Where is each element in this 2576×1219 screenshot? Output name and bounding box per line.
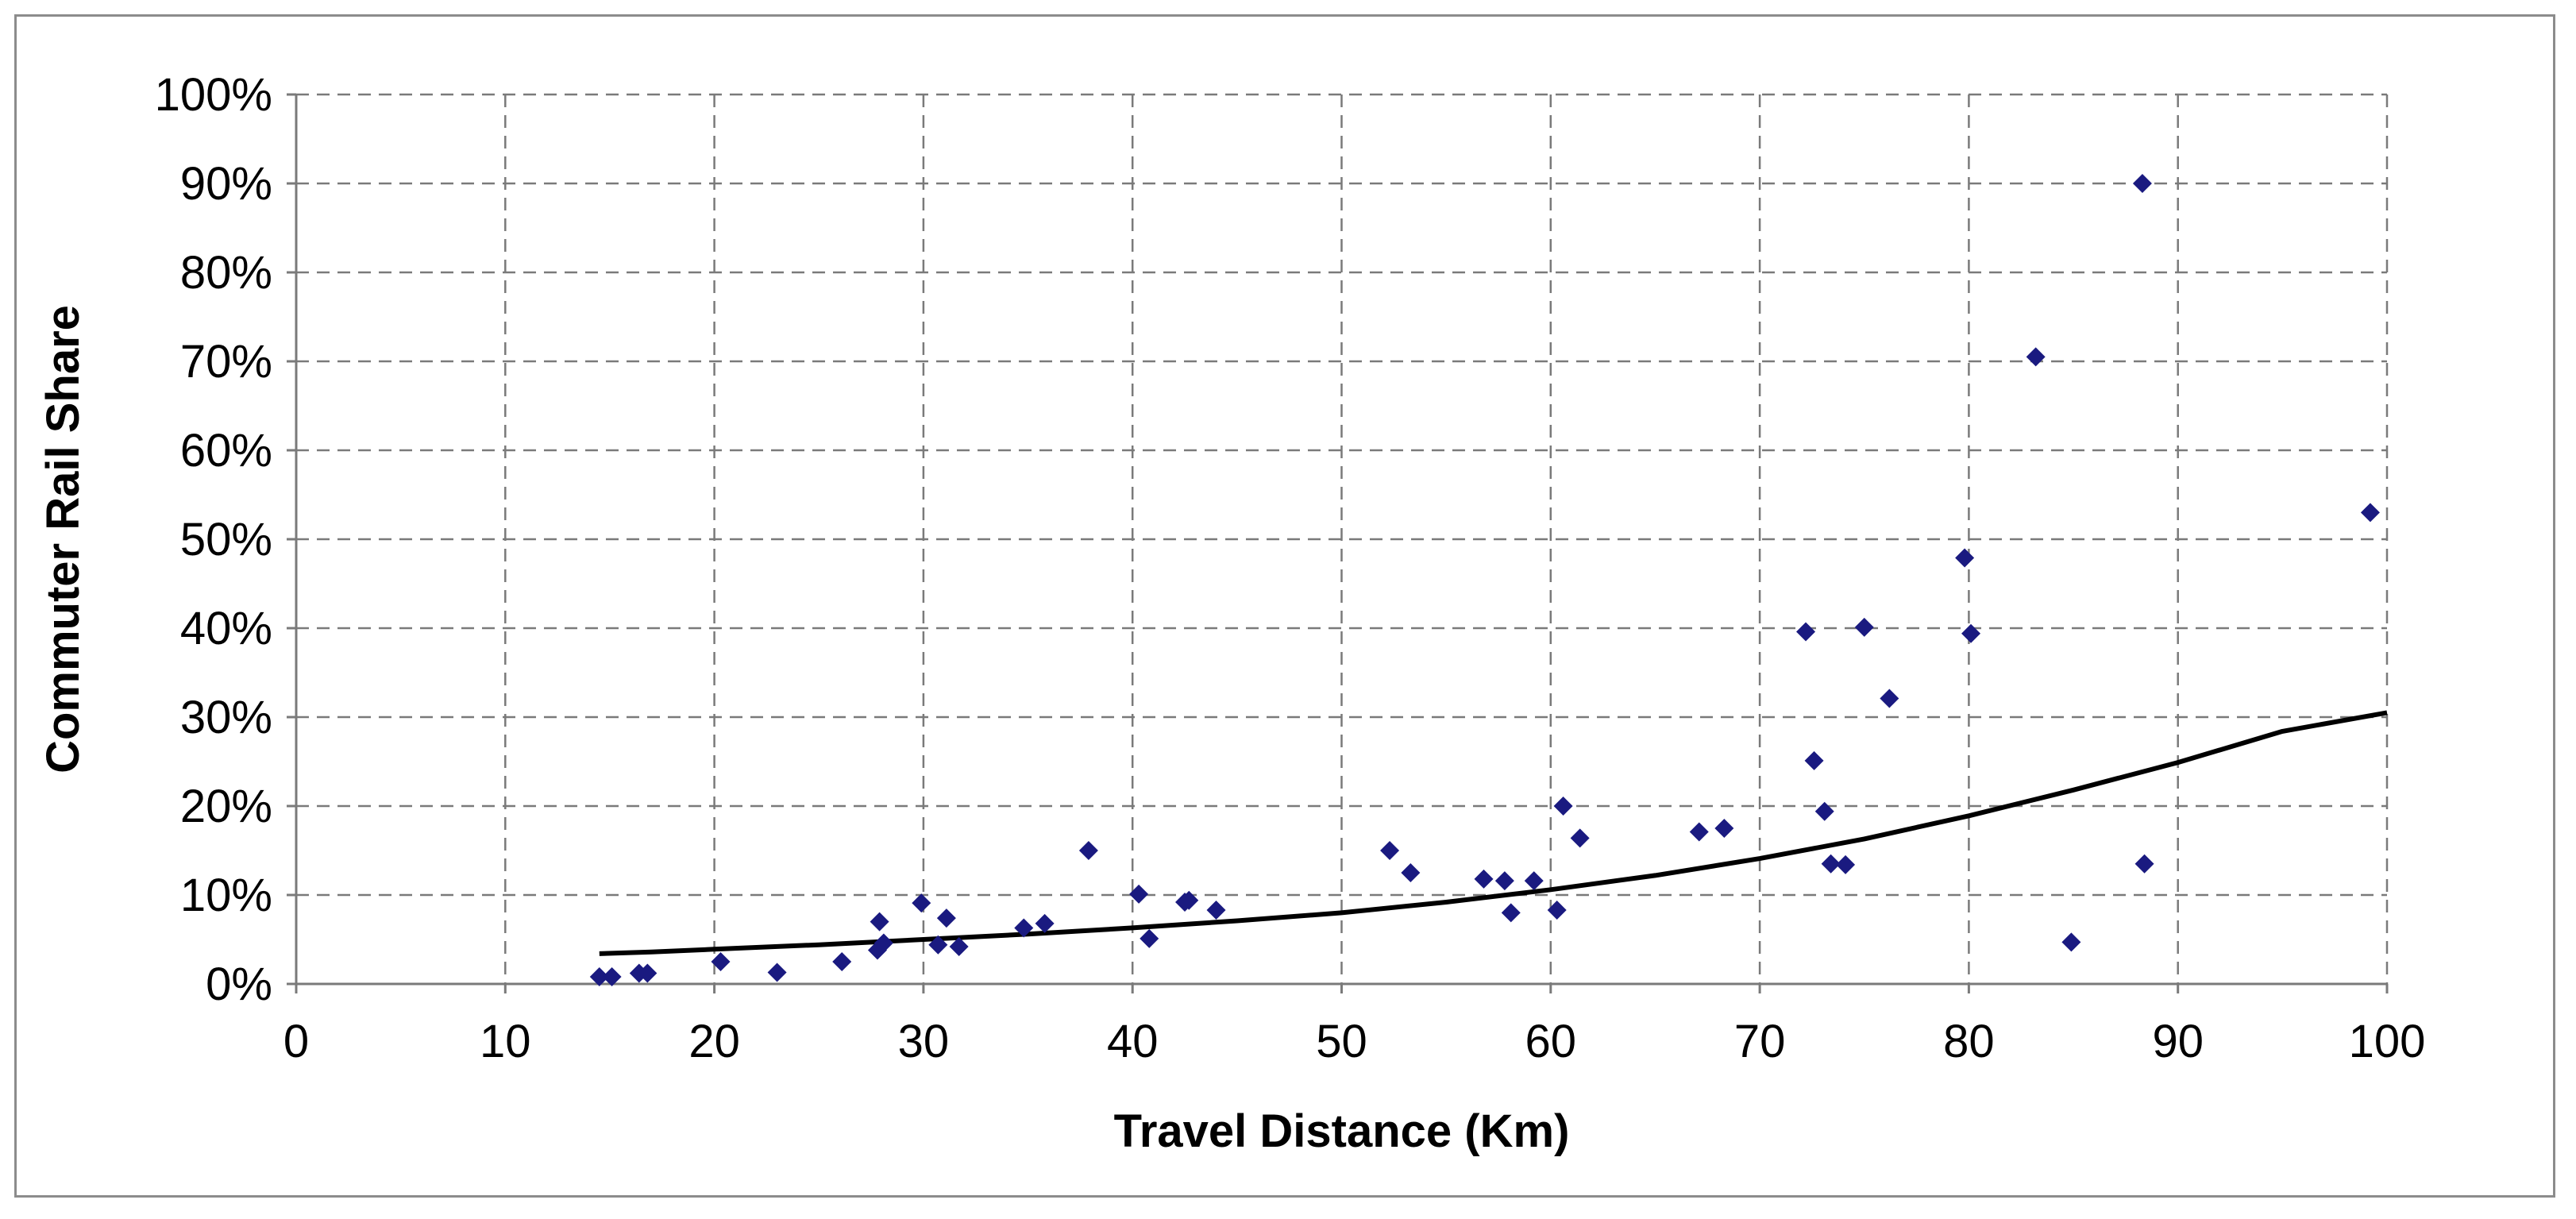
labels-layer: 0 10 20 30 40 50 60 70 80 90 100 0% 10% 20% 30% 40% 50% 6… <box>155 69 2426 1067</box>
data-point <box>1570 828 1590 848</box>
x-tick-label: 60 <box>1525 1016 1577 1067</box>
data-point <box>949 936 969 956</box>
data-point <box>2026 347 2046 367</box>
data-point <box>2132 174 2152 193</box>
data-point <box>873 933 893 953</box>
axes-layer <box>287 93 2389 993</box>
data-point <box>1014 918 1034 938</box>
data-point <box>1796 622 1816 642</box>
data-point <box>1179 890 1199 910</box>
data-point <box>2360 503 2380 523</box>
data-point <box>1380 841 1400 860</box>
data-point <box>912 893 931 913</box>
grid-layer <box>296 93 2389 984</box>
y-tick-label: 0% <box>206 959 272 1010</box>
y-tick-label: 80% <box>180 247 272 299</box>
data-point <box>1961 623 1981 643</box>
data-point <box>832 952 852 971</box>
data-point <box>1129 884 1149 904</box>
y-tick-label: 70% <box>180 336 272 388</box>
y-tick-label: 20% <box>180 781 272 832</box>
data-point <box>1140 928 1159 948</box>
data-point <box>1524 871 1544 891</box>
data-point <box>1804 750 1824 770</box>
y-tick-label: 50% <box>180 514 272 565</box>
chart-svg: 0 10 20 30 40 50 60 70 80 90 100 0% 10% 20% 30% 40% 50% 6… <box>37 69 2426 1157</box>
y-tick-label: 30% <box>180 692 272 743</box>
x-tick-label: 50 <box>1316 1016 1367 1067</box>
x-tick-label: 80 <box>1943 1016 1995 1067</box>
data-point <box>870 912 889 932</box>
data-point <box>1401 863 1421 882</box>
data-point <box>767 962 787 982</box>
data-point <box>1553 797 1573 816</box>
x-tick-label: 90 <box>2152 1016 2204 1067</box>
trend-layer <box>599 710 2388 956</box>
data-point <box>1854 617 1874 637</box>
points-layer <box>589 174 2380 987</box>
data-point <box>638 963 657 983</box>
x-axis-title: Travel Distance (Km) <box>1114 1105 1570 1157</box>
data-point <box>936 908 956 928</box>
data-point <box>1821 854 1841 874</box>
data-point <box>1035 913 1055 933</box>
data-point <box>928 935 948 955</box>
data-point <box>2061 932 2081 952</box>
x-tick-label: 70 <box>1734 1016 1786 1067</box>
y-tick-label: 100% <box>155 69 272 121</box>
y-tick-label: 40% <box>180 603 272 654</box>
y-tick-label: 10% <box>180 870 272 921</box>
trend-line <box>599 710 2388 956</box>
data-point <box>1880 689 1899 708</box>
chart-frame: 0 10 20 30 40 50 60 70 80 90 100 0% 10% 20% 30% 40% 50% 6… <box>14 14 2555 1198</box>
x-tick-label: 10 <box>480 1016 531 1067</box>
y-tick-label: 90% <box>180 158 272 210</box>
data-point <box>1501 903 1521 923</box>
x-tick-label: 0 <box>283 1016 309 1067</box>
data-point <box>1474 869 1494 889</box>
data-point <box>1078 841 1098 860</box>
data-point <box>589 967 609 987</box>
data-point <box>2134 854 2154 874</box>
data-point <box>711 952 731 971</box>
x-tick-label: 20 <box>688 1016 740 1067</box>
data-point <box>1836 854 1856 874</box>
data-point <box>1714 819 1734 838</box>
data-point <box>1547 901 1567 920</box>
data-point <box>1206 901 1226 920</box>
x-tick-label: 30 <box>898 1016 950 1067</box>
y-tick-label: 60% <box>180 425 272 476</box>
data-point <box>1814 801 1834 821</box>
data-point <box>1955 548 1975 568</box>
data-point <box>1689 822 1709 842</box>
x-tick-label: 40 <box>1107 1016 1159 1067</box>
y-axis-title: Commuter Rail Share <box>37 305 89 773</box>
x-tick-label: 100 <box>2349 1016 2426 1067</box>
data-point <box>602 967 622 987</box>
data-point <box>1494 871 1514 891</box>
